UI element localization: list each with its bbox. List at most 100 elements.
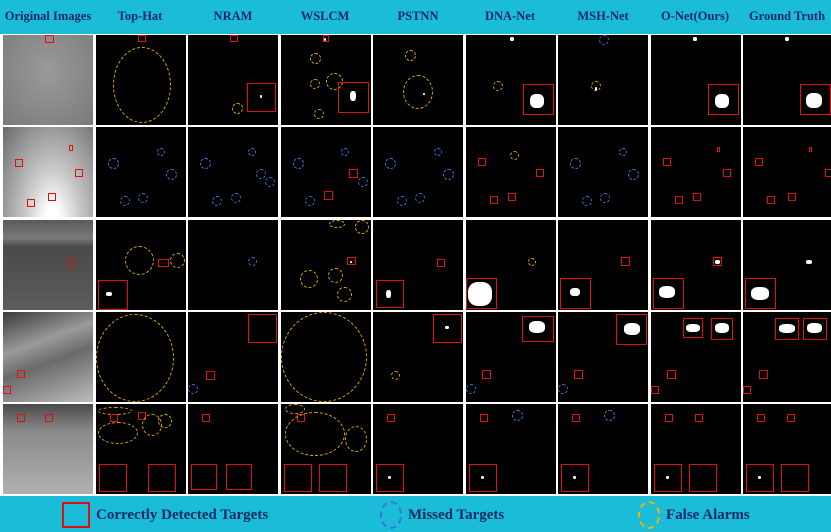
legend: Correctly Detected Targets Missed Target… bbox=[0, 496, 831, 532]
correct-detection-box bbox=[137, 35, 146, 42]
correct-detection-box bbox=[157, 258, 169, 267]
result-image bbox=[373, 35, 463, 125]
correct-detection-box bbox=[109, 414, 118, 423]
correct-detection-box bbox=[437, 258, 445, 267]
result-image bbox=[95, 35, 186, 125]
column-title-wslcm: WSLCM bbox=[300, 9, 350, 23]
target-blob bbox=[624, 322, 640, 335]
legend-missed: Missed Targets bbox=[380, 501, 505, 529]
correct-detection-box bbox=[45, 35, 54, 43]
original-image bbox=[3, 127, 93, 218]
target-blob bbox=[573, 476, 576, 480]
correct-detection-box bbox=[48, 193, 56, 202]
correct-detection-box bbox=[283, 464, 312, 493]
false-alarm-circle bbox=[328, 219, 345, 228]
correct-detection-box bbox=[387, 414, 395, 423]
missed-target-circle bbox=[248, 256, 257, 266]
target-blob bbox=[685, 323, 700, 332]
correct-detection-box bbox=[745, 277, 776, 309]
false-alarm-circle bbox=[299, 269, 318, 288]
missed-target-circle bbox=[434, 148, 442, 157]
target-blob bbox=[386, 289, 391, 298]
legend-missed-label: Missed Targets bbox=[408, 506, 505, 523]
false-alarm-circle bbox=[509, 151, 519, 161]
correct-detection-box bbox=[522, 84, 554, 115]
false-alarm-circle bbox=[280, 311, 367, 402]
correct-detection-box bbox=[650, 385, 659, 394]
correct-detection-box bbox=[17, 369, 25, 378]
target-blob bbox=[349, 91, 356, 101]
red-box-icon bbox=[62, 502, 90, 528]
result-image bbox=[188, 219, 278, 310]
legend-correct: Correctly Detected Targets bbox=[62, 502, 268, 528]
result-image bbox=[373, 311, 463, 402]
correct-detection-box bbox=[376, 279, 404, 308]
target-blob bbox=[595, 87, 597, 91]
result-image bbox=[558, 219, 648, 310]
correct-detection-box bbox=[247, 83, 276, 112]
target-blob bbox=[779, 323, 795, 333]
correct-detection-box bbox=[574, 369, 583, 379]
correct-detection-box bbox=[803, 317, 827, 340]
result-image bbox=[95, 219, 186, 310]
result-image bbox=[373, 219, 463, 310]
correct-detection-box bbox=[759, 369, 768, 379]
correct-detection-box bbox=[206, 370, 215, 380]
result-image bbox=[558, 35, 648, 125]
false-alarm-circle bbox=[284, 404, 305, 415]
missed-target-circle bbox=[248, 148, 256, 157]
result-image bbox=[650, 311, 741, 402]
missed-target-circle bbox=[340, 148, 349, 157]
target-blob bbox=[785, 37, 789, 41]
missed-target-circle bbox=[165, 169, 177, 181]
false-alarm-circle bbox=[354, 219, 369, 234]
correct-detection-box bbox=[433, 313, 462, 343]
correct-detection-box bbox=[710, 317, 733, 340]
yellow-dashed-circle-icon bbox=[638, 501, 660, 529]
correct-detection-box bbox=[616, 313, 647, 345]
false-alarm-circle bbox=[492, 81, 503, 91]
target-blob bbox=[714, 94, 729, 108]
missed-target-circle bbox=[443, 169, 454, 181]
correct-detection-box bbox=[348, 169, 358, 179]
result-image bbox=[373, 404, 463, 495]
blue-dashed-circle-icon bbox=[380, 501, 402, 529]
false-alarm-circle bbox=[169, 252, 185, 268]
target-blob bbox=[323, 38, 326, 41]
correct-detection-box bbox=[98, 464, 127, 493]
correct-detection-box bbox=[767, 196, 775, 205]
missed-target-circle bbox=[558, 383, 568, 394]
false-alarm-circle bbox=[527, 257, 536, 266]
original-image bbox=[3, 311, 93, 402]
original-image bbox=[3, 404, 93, 495]
correct-detection-box bbox=[45, 414, 53, 423]
result-image bbox=[650, 35, 741, 125]
correct-detection-box bbox=[489, 196, 498, 205]
correct-detection-box bbox=[17, 414, 25, 423]
target-blob bbox=[751, 286, 769, 300]
missed-target-circle bbox=[292, 158, 304, 170]
target-blob bbox=[714, 322, 729, 333]
column-title-ground-truth: Ground Truth bbox=[748, 9, 826, 23]
result-image bbox=[465, 127, 556, 218]
missed-target-circle bbox=[599, 35, 609, 45]
correct-detection-box bbox=[67, 258, 75, 267]
correct-detection-box bbox=[346, 256, 356, 265]
target-blob bbox=[806, 93, 822, 108]
missed-target-circle bbox=[200, 158, 211, 170]
column-header-bar: Original Images Top-Hat NRAM WSLCM PSTNN… bbox=[0, 0, 831, 35]
correct-detection-box bbox=[692, 193, 701, 202]
target-blob bbox=[807, 322, 822, 333]
correct-detection-box bbox=[722, 169, 731, 178]
missed-target-circle bbox=[156, 148, 165, 157]
correct-detection-box bbox=[479, 414, 488, 423]
false-alarm-circle bbox=[391, 370, 400, 380]
original-image bbox=[3, 35, 93, 125]
correct-detection-box bbox=[652, 277, 684, 309]
correct-detection-box bbox=[662, 158, 671, 167]
target-blob bbox=[260, 95, 262, 98]
missed-target-circle bbox=[415, 193, 425, 204]
result-image bbox=[743, 35, 831, 125]
result-image bbox=[558, 127, 648, 218]
original-image bbox=[3, 219, 93, 310]
